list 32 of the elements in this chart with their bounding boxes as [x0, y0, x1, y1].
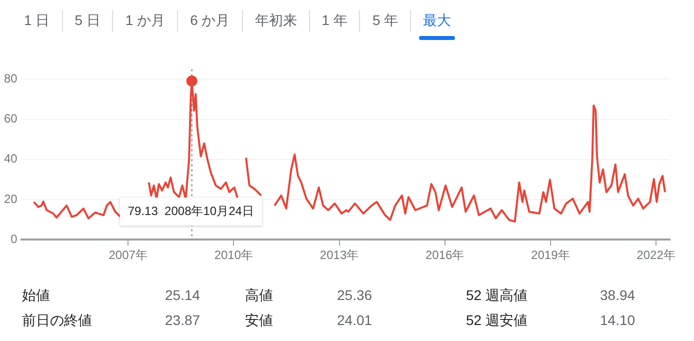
text: 52 週高値 [466, 287, 528, 305]
x-tick-label: 2013年 [320, 248, 359, 262]
text: 年初来 [254, 12, 297, 28]
text: 52 週安値 [466, 312, 528, 330]
x-tick-label: 2016年 [425, 248, 464, 262]
text: 25.14 [165, 287, 200, 303]
y-tick-label: 80 [4, 72, 18, 86]
text: 1 か月 [125, 12, 166, 28]
text: 始値 [22, 287, 50, 305]
text: 38.94 [600, 287, 636, 303]
text: 安値 [245, 312, 273, 330]
text: 5 日 [74, 12, 100, 28]
y-tick-label: 20 [4, 192, 18, 206]
text: 高値 [245, 287, 273, 305]
y-tick-label: 0 [10, 232, 18, 246]
text: 前日の終値 [22, 312, 92, 330]
y-tick-label: 60 [4, 112, 18, 126]
text: 14.10 [600, 312, 636, 328]
y-tick-label: 40 [4, 152, 18, 166]
text: 1 日 [24, 12, 50, 28]
text: 最大 [423, 12, 452, 28]
text: 25.36 [337, 287, 372, 303]
text: 6 か月 [190, 12, 230, 28]
x-tick-label: 2022年 [636, 248, 676, 262]
x-tick-label: 2007年 [108, 248, 148, 262]
text: 5 年 [372, 12, 398, 28]
annotation: 79.13 2008年10月24日 [128, 204, 254, 218]
text: 23.87 [165, 312, 200, 328]
text: 1 年 [322, 12, 348, 28]
x-tick-label: 2019年 [531, 248, 570, 262]
x-tick-label: 2010年 [214, 248, 254, 262]
text: 24.01 [337, 312, 372, 328]
